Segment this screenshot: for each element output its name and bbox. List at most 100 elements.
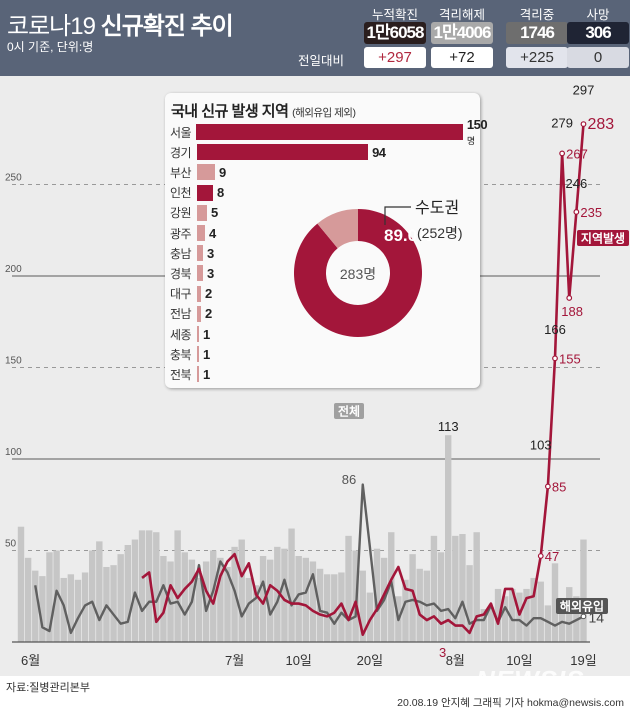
- region-value: 1: [203, 346, 210, 362]
- total-bar: [466, 565, 473, 642]
- total-bar: [338, 572, 345, 642]
- import-tag-text: 해외유입: [560, 599, 604, 614]
- stat-label: 누적확진: [371, 8, 418, 22]
- y-tick-label: 50: [5, 539, 17, 550]
- region-row: 부산 9: [170, 163, 226, 181]
- region-row: 인천 8: [170, 184, 224, 202]
- total-bar: [295, 555, 302, 642]
- total-bar: [402, 579, 409, 642]
- stat-label: 격리해제: [438, 8, 485, 22]
- subtitle: 0시 기준, 단위:명: [7, 40, 94, 54]
- region-row: 전남 2: [170, 305, 212, 323]
- region-bar: [197, 285, 201, 302]
- total-bar: [345, 535, 352, 642]
- stat-0: 누적확진 1만6058 +297: [364, 4, 426, 68]
- region-name: 충남: [170, 246, 192, 261]
- region-bar: [196, 124, 463, 140]
- total-bar: [445, 435, 452, 642]
- region-value: 3: [207, 265, 214, 281]
- title-rest: 신규확진 추이: [100, 13, 234, 40]
- total-bar: [551, 563, 559, 642]
- stat-value: 1만4006: [431, 22, 493, 44]
- total-value-label: 103: [530, 438, 552, 453]
- local-value-label: 155: [559, 351, 581, 366]
- x-tick-label: 19일: [570, 653, 596, 668]
- newsis-watermark: NEWSIS: [476, 665, 585, 695]
- total-value-label: 297: [573, 82, 595, 97]
- capital-slice: [294, 209, 422, 337]
- region-value: 5: [211, 205, 218, 221]
- total-bar: [288, 528, 295, 642]
- total-bar: [516, 592, 523, 642]
- total-value-label: 279: [551, 115, 573, 130]
- total-bar: [195, 577, 203, 642]
- total-bar: [110, 565, 117, 642]
- local-value-label: 47: [545, 549, 559, 564]
- total-bar: [124, 545, 131, 642]
- stat-diff: +297: [364, 47, 426, 68]
- total-bar: [373, 548, 381, 642]
- stat-diff: 0: [567, 47, 629, 68]
- total-tag: [334, 403, 364, 419]
- region-bar: [197, 144, 369, 161]
- y-tick-label: 100: [5, 447, 22, 458]
- local-point: [552, 355, 558, 362]
- total-bar: [224, 566, 231, 642]
- title-bold: 코로나19: [7, 13, 96, 40]
- total-bar: [416, 568, 423, 642]
- total-bar: [32, 570, 39, 642]
- local-value-label: 3: [439, 645, 446, 660]
- total-bar: [331, 574, 338, 642]
- x-tick-label: 10일: [506, 653, 532, 668]
- inset-title-text: 국내 신규 발생 지역: [171, 103, 289, 120]
- region-name: 전북: [170, 367, 192, 382]
- total-bar: [580, 539, 587, 642]
- total-bar: [24, 557, 32, 642]
- region-name: 경기: [170, 145, 192, 160]
- total-bar: [409, 554, 416, 642]
- region-bar: [197, 245, 203, 262]
- total-tag-text: 전체: [338, 404, 360, 419]
- total-bar: [480, 609, 487, 642]
- stat-2: 격리중 1746 +225: [506, 4, 568, 68]
- total-bar: [259, 555, 267, 642]
- local-value-label: 188: [561, 304, 583, 319]
- total-bar: [238, 539, 245, 642]
- footer: [0, 676, 630, 712]
- region-value: 9: [219, 164, 226, 180]
- stat-value: 1만6058: [364, 22, 426, 44]
- total-bar: [145, 530, 153, 642]
- y-tick-label: 150: [5, 356, 22, 367]
- import-value-label: 86: [342, 472, 356, 487]
- total-bar: [160, 555, 167, 642]
- region-row: 광주 4: [170, 224, 216, 242]
- x-tick-label: 6월: [21, 653, 40, 668]
- total-bar: [537, 581, 544, 642]
- capital-label: 수도권: [415, 199, 459, 217]
- local-tag: [577, 230, 629, 246]
- total-bar: [437, 552, 445, 642]
- local-value-label: 85: [552, 479, 566, 494]
- region-value: 94: [372, 144, 386, 160]
- total-bar: [181, 552, 188, 642]
- header: 코로나19 신규확진 추이 0시 기준, 단위:명 전일대비 누적확진 1만605…: [0, 0, 630, 76]
- total-bar: [302, 557, 309, 642]
- region-row: 경북 3: [170, 264, 214, 282]
- x-tick-label: 20일: [357, 653, 383, 668]
- x-tick-label: 10일: [285, 653, 311, 668]
- stat-3: 사망 306 0: [567, 4, 629, 68]
- region-value: 1: [203, 326, 210, 342]
- region-row: 전북 1: [170, 365, 210, 383]
- region-name: 충북: [170, 347, 192, 362]
- total-bar: [530, 577, 537, 642]
- region-name: 서울: [170, 125, 192, 140]
- local-point: [580, 121, 587, 128]
- region-value: 1: [203, 366, 210, 382]
- total-bar: [566, 587, 573, 642]
- total-bar: [281, 548, 288, 642]
- total-bar: [89, 550, 96, 642]
- region-bar: [197, 184, 213, 201]
- total-bar: [153, 532, 160, 642]
- total-bar: [217, 557, 224, 642]
